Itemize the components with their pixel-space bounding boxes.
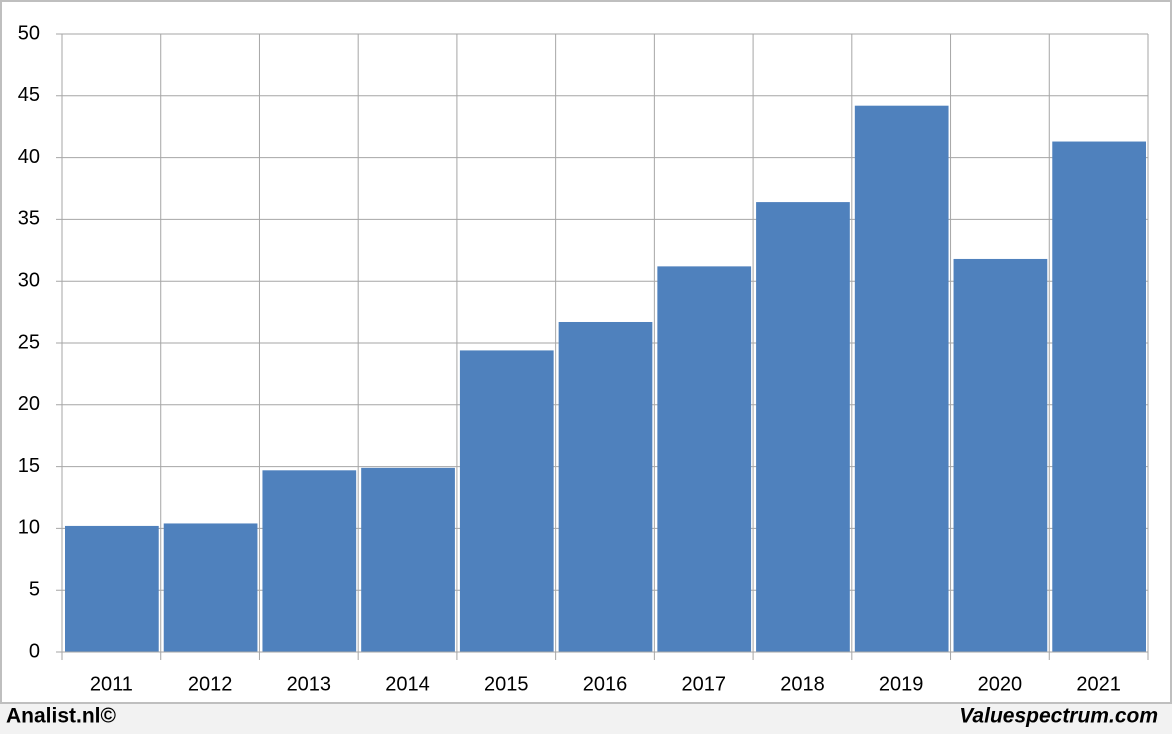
bar: [262, 470, 357, 652]
x-tick-label: 2020: [978, 673, 1023, 695]
y-tick-label: 20: [18, 393, 40, 415]
bar: [953, 258, 1048, 652]
y-tick-label: 40: [18, 146, 40, 168]
source-right: Valuespectrum.com: [959, 705, 1158, 728]
bar: [361, 467, 455, 652]
bar: [1052, 141, 1146, 653]
y-tick-label: 15: [18, 455, 40, 477]
x-tick-label: 2021: [1076, 673, 1121, 695]
y-tick-label: 0: [29, 640, 40, 662]
y-tick-label: 45: [18, 84, 40, 106]
y-tick-label: 30: [18, 269, 40, 291]
x-tick-label: 2018: [780, 673, 825, 695]
y-tick-label: 50: [18, 22, 40, 44]
x-tick-label: 2016: [583, 673, 628, 695]
x-tick-label: 2019: [879, 673, 924, 695]
bar: [558, 321, 653, 652]
y-tick-label: 5: [29, 578, 40, 600]
bar: [657, 266, 752, 652]
x-tick-label: 2012: [188, 673, 233, 695]
x-tick-label: 2015: [484, 673, 529, 695]
x-tick-label: 2011: [90, 673, 133, 695]
bar: [163, 523, 258, 652]
y-tick-label: 25: [18, 331, 40, 353]
x-tick-label: 2013: [287, 673, 332, 695]
x-tick-label: 2017: [681, 673, 726, 695]
source-left: Analist.nl©: [6, 705, 117, 728]
bar: [756, 202, 850, 652]
bar: [459, 350, 554, 652]
bar: [854, 105, 949, 653]
x-tick-label: 2014: [385, 673, 430, 695]
y-tick-label: 10: [18, 517, 40, 539]
y-tick-label: 35: [18, 208, 40, 230]
bar: [65, 525, 159, 652]
